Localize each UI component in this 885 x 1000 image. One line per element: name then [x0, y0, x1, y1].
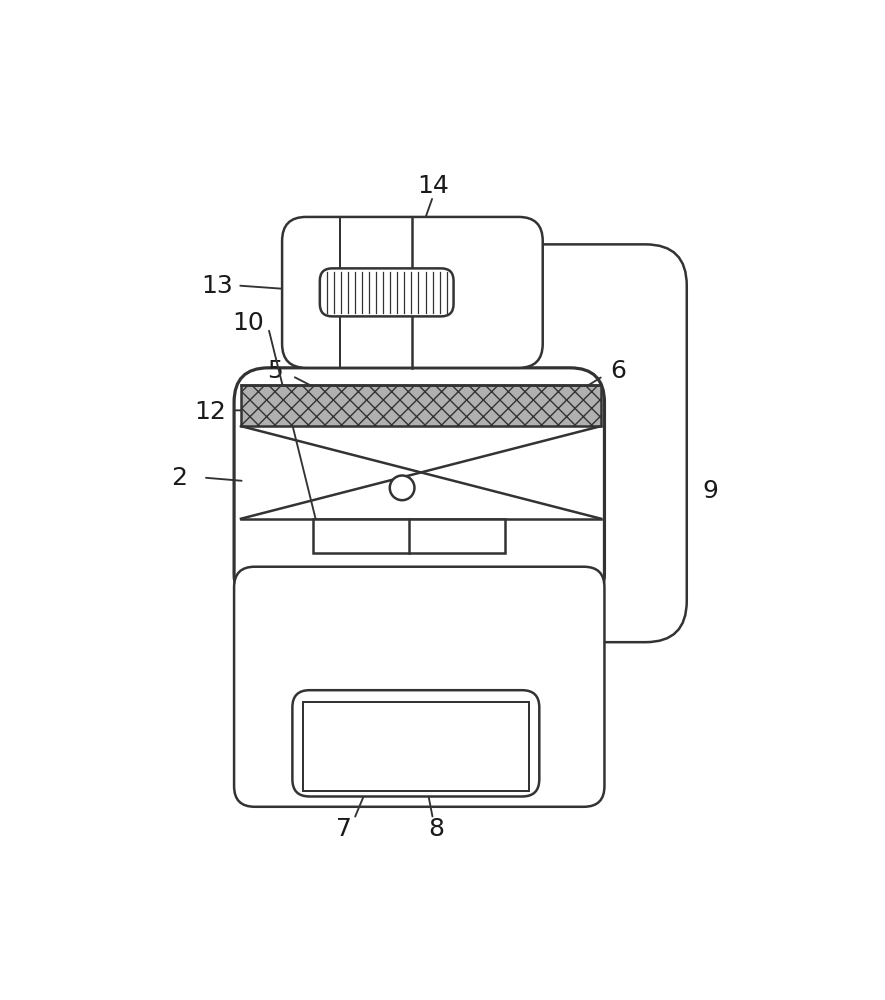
- Bar: [241, 385, 601, 426]
- Text: 7: 7: [336, 817, 351, 841]
- Text: 2: 2: [171, 466, 188, 490]
- FancyBboxPatch shape: [495, 244, 687, 642]
- Bar: [313, 519, 505, 553]
- Text: 9: 9: [703, 479, 719, 503]
- Text: 12: 12: [194, 400, 226, 424]
- Text: 14: 14: [417, 174, 449, 198]
- Text: 8: 8: [428, 817, 444, 841]
- Bar: [303, 702, 529, 791]
- Circle shape: [389, 476, 414, 500]
- FancyBboxPatch shape: [319, 268, 454, 316]
- Text: 6: 6: [610, 359, 627, 383]
- FancyBboxPatch shape: [234, 567, 604, 807]
- FancyBboxPatch shape: [282, 217, 543, 368]
- Text: 13: 13: [201, 274, 233, 298]
- Text: 10: 10: [232, 311, 264, 335]
- Text: 5: 5: [267, 359, 283, 383]
- FancyBboxPatch shape: [234, 368, 604, 608]
- FancyBboxPatch shape: [292, 690, 539, 796]
